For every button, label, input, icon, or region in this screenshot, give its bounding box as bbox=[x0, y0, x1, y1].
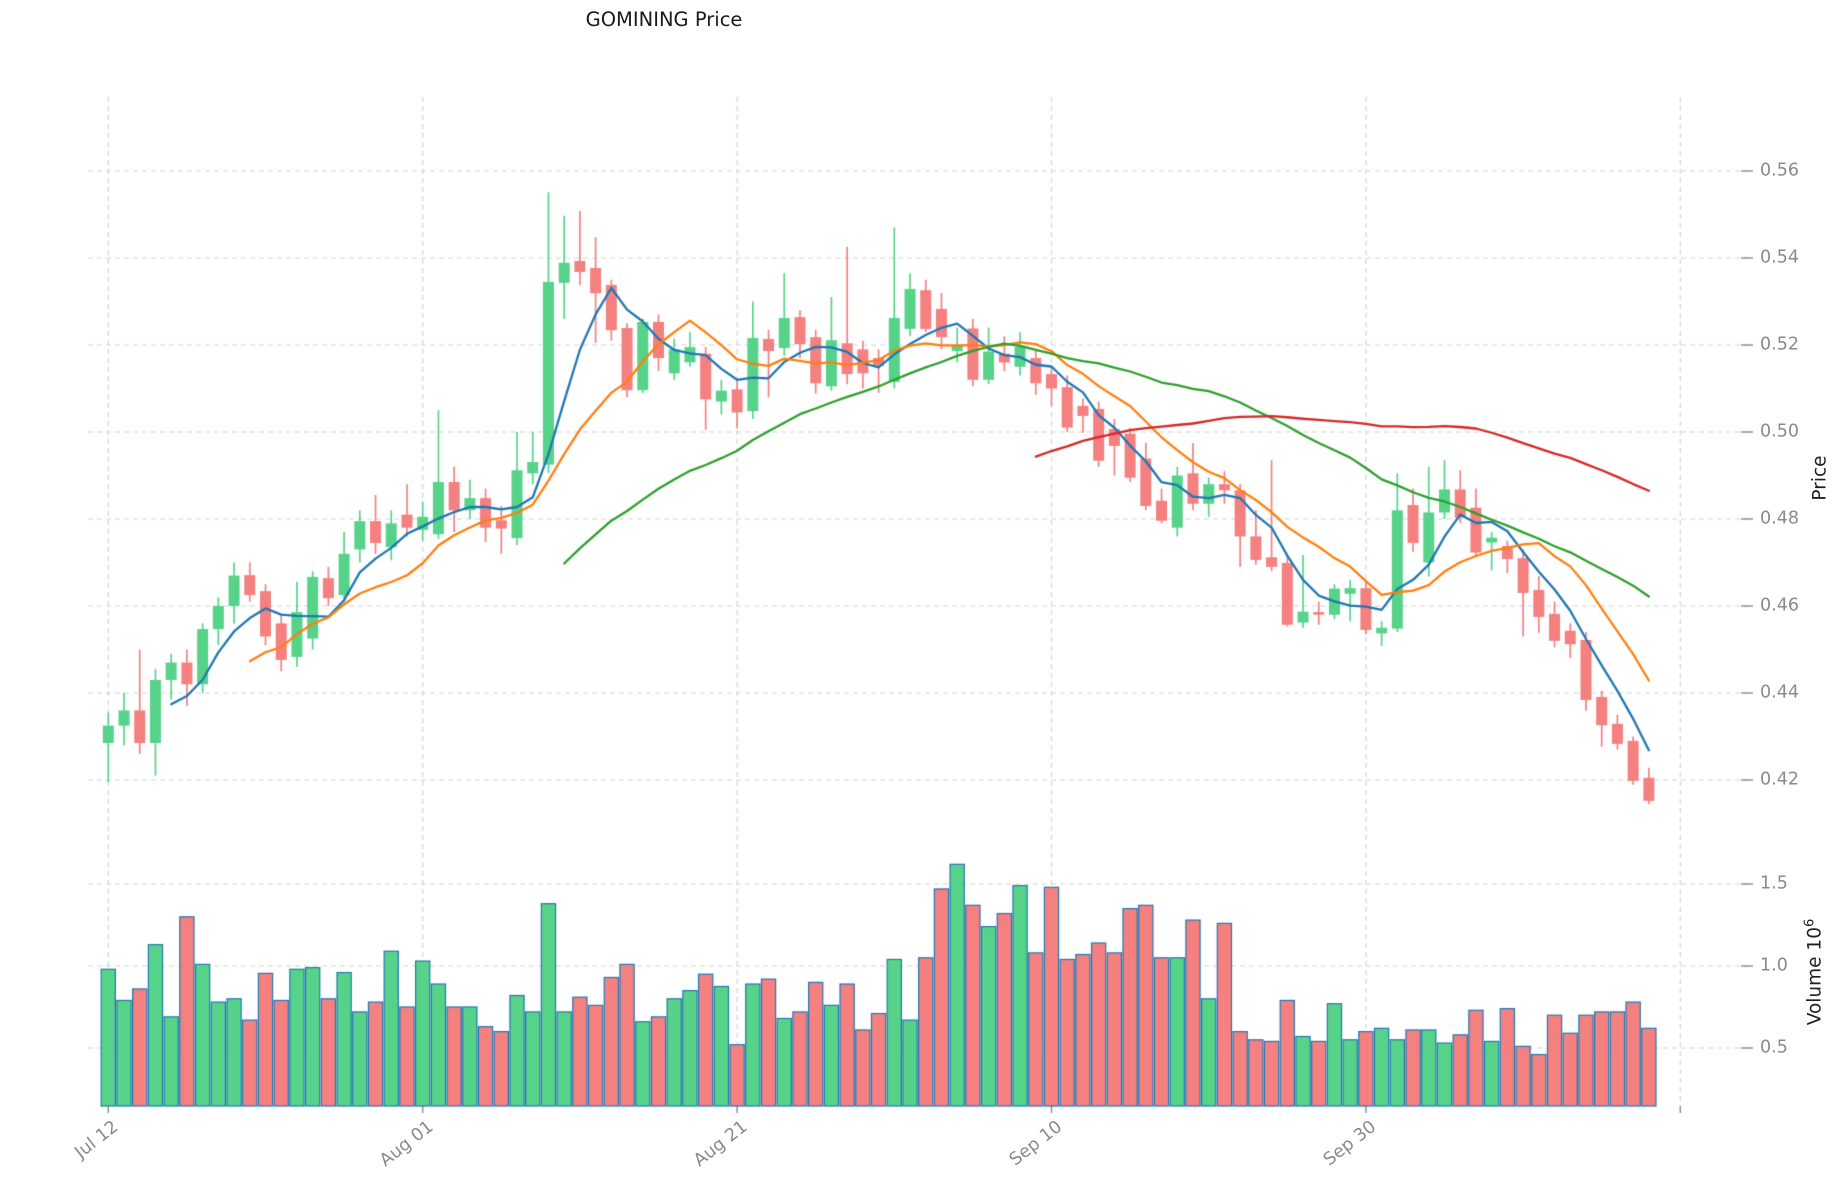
price-tick-label: 0.42 bbox=[1760, 769, 1799, 790]
price-tick-label: 0.54 bbox=[1760, 247, 1799, 268]
price-tick-label: 0.52 bbox=[1760, 334, 1799, 355]
volume-axis-label-exponent: 6 bbox=[1802, 918, 1818, 928]
chart-title: GOMINING Price bbox=[585, 8, 743, 31]
price-tick-label: 0.44 bbox=[1760, 682, 1799, 703]
volume-tick-label: 1.5 bbox=[1760, 873, 1788, 894]
price-tick-label: 0.56 bbox=[1760, 160, 1799, 181]
volume-tick-label: 1.0 bbox=[1760, 955, 1788, 976]
volume-axis-label: Volume 106 bbox=[1802, 919, 1825, 1026]
volume-axis-label-text: Volume 10 bbox=[1804, 927, 1826, 1026]
volume-tick-label: 0.5 bbox=[1760, 1037, 1788, 1058]
price-tick-label: 0.50 bbox=[1760, 421, 1799, 442]
price-tick-label: 0.46 bbox=[1760, 595, 1799, 616]
price-axis-label: Price bbox=[1809, 455, 1831, 501]
price-tick-label: 0.48 bbox=[1760, 508, 1799, 529]
